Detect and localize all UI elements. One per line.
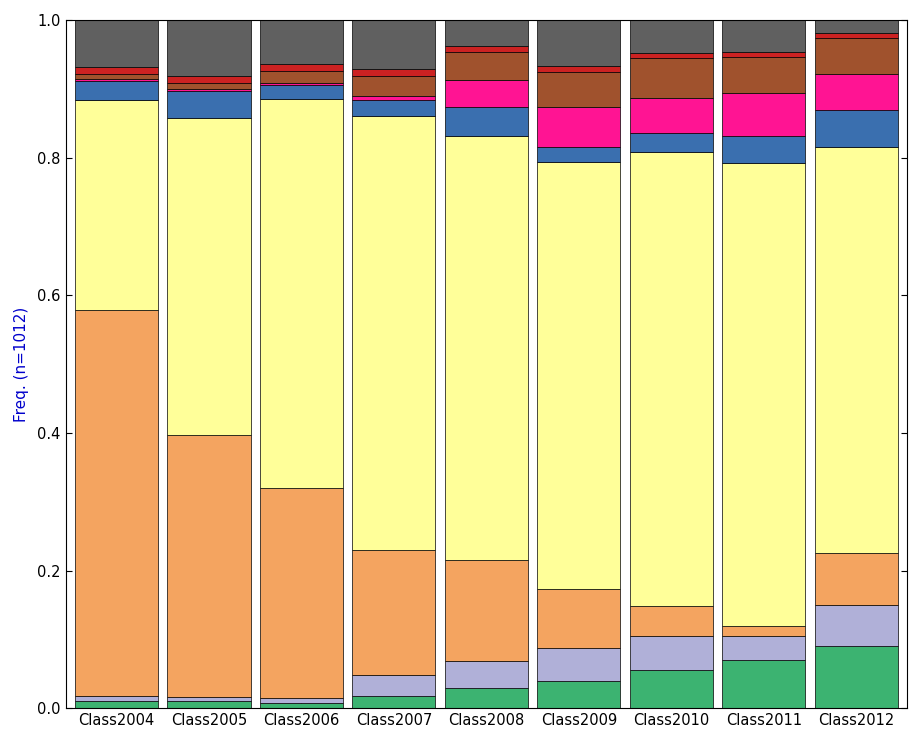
Bar <box>75 20 158 67</box>
Bar <box>168 89 251 91</box>
Bar <box>722 20 805 51</box>
Bar <box>630 670 713 709</box>
Bar <box>537 108 621 147</box>
Bar <box>445 688 528 709</box>
Bar <box>445 20 528 46</box>
Bar <box>260 698 343 703</box>
Bar <box>630 53 713 59</box>
Bar <box>815 110 898 147</box>
Bar <box>630 99 713 133</box>
Bar <box>352 116 436 550</box>
Bar <box>630 606 713 636</box>
Bar <box>75 701 158 709</box>
Bar <box>260 703 343 709</box>
Bar <box>260 20 343 64</box>
Bar <box>352 696 436 709</box>
Bar <box>260 85 343 99</box>
Bar <box>537 680 621 709</box>
Bar <box>168 20 251 76</box>
Y-axis label: Freq. (n=1012): Freq. (n=1012) <box>14 306 29 421</box>
Bar <box>168 697 251 701</box>
Bar <box>815 147 898 554</box>
Bar <box>168 435 251 697</box>
Bar <box>75 696 158 701</box>
Bar <box>168 118 251 435</box>
Bar <box>815 20 898 33</box>
Bar <box>815 74 898 110</box>
Bar <box>445 51 528 80</box>
Bar <box>75 67 158 73</box>
Bar <box>630 59 713 99</box>
Bar <box>352 96 436 99</box>
Bar <box>260 99 343 488</box>
Bar <box>352 20 436 70</box>
Bar <box>537 147 621 162</box>
Bar <box>630 133 713 152</box>
Bar <box>722 660 805 709</box>
Bar <box>445 559 528 661</box>
Bar <box>537 71 621 108</box>
Bar <box>168 76 251 83</box>
Bar <box>815 33 898 39</box>
Bar <box>630 20 713 53</box>
Bar <box>75 79 158 81</box>
Bar <box>445 46 528 51</box>
Bar <box>445 107 528 137</box>
Bar <box>445 137 528 559</box>
Bar <box>537 66 621 71</box>
Bar <box>260 70 343 83</box>
Bar <box>722 636 805 660</box>
Bar <box>75 81 158 100</box>
Bar <box>722 51 805 57</box>
Bar <box>260 488 343 698</box>
Bar <box>722 136 805 163</box>
Bar <box>630 152 713 606</box>
Bar <box>352 76 436 96</box>
Bar <box>75 100 158 310</box>
Bar <box>722 57 805 93</box>
Bar <box>445 80 528 107</box>
Bar <box>815 554 898 605</box>
Bar <box>168 83 251 89</box>
Bar <box>352 99 436 116</box>
Bar <box>168 91 251 118</box>
Bar <box>75 73 158 79</box>
Bar <box>260 83 343 85</box>
Bar <box>352 70 436 76</box>
Bar <box>537 162 621 589</box>
Bar <box>537 648 621 680</box>
Bar <box>815 605 898 646</box>
Bar <box>75 310 158 696</box>
Bar <box>630 636 713 670</box>
Bar <box>260 64 343 70</box>
Bar <box>352 675 436 696</box>
Bar <box>722 163 805 626</box>
Bar <box>445 661 528 688</box>
Bar <box>815 646 898 709</box>
Bar <box>537 20 621 66</box>
Bar <box>815 39 898 74</box>
Bar <box>722 93 805 136</box>
Bar <box>722 626 805 636</box>
Bar <box>168 701 251 709</box>
Bar <box>352 550 436 675</box>
Bar <box>537 589 621 648</box>
